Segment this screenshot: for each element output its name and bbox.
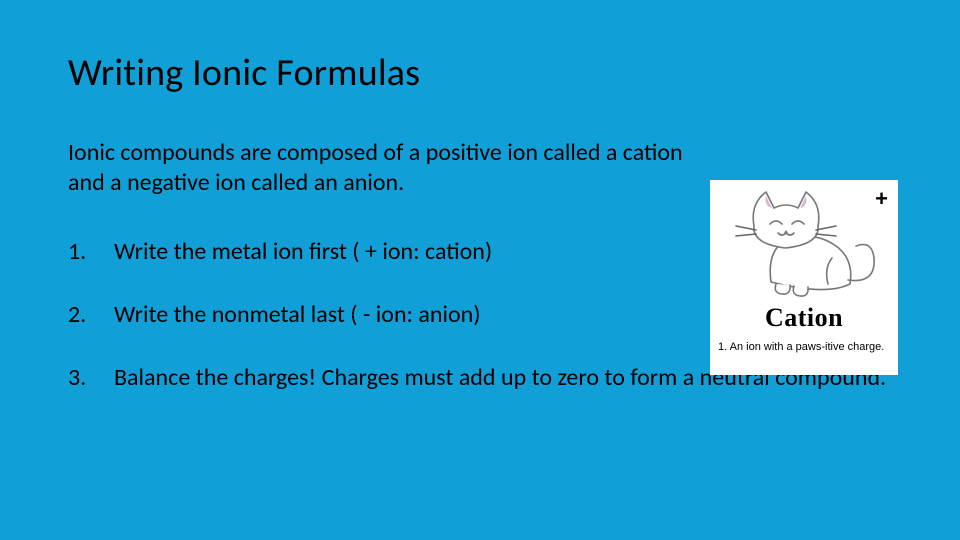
slide-intro: Ionic compounds are composed of a positi… — [68, 138, 708, 198]
cat-icon — [716, 184, 892, 299]
cation-label: Cation — [716, 303, 892, 333]
cation-caption: 1. An ion with a paws-itive charge. — [716, 341, 892, 353]
cation-card: + Cation 1. An ion with a paws-itive cha… — [710, 180, 898, 375]
slide-title: Writing Ionic Formulas — [68, 50, 892, 96]
plus-symbol: + — [875, 186, 888, 212]
